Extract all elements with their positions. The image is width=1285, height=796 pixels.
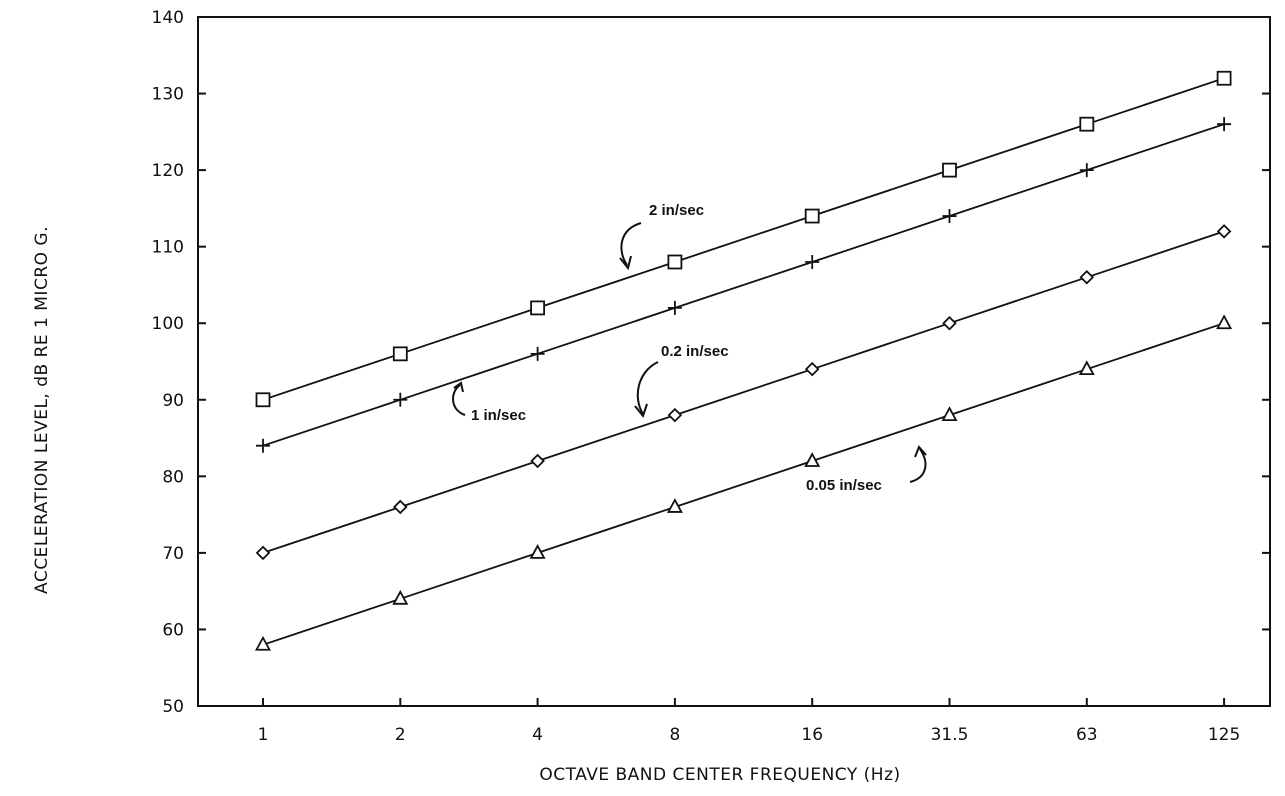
data-point-2-in-sec: [1079, 116, 1095, 132]
data-point-2-in-sec: [392, 346, 408, 362]
x-tick-label: 125: [1208, 725, 1240, 745]
data-point-2-in-sec: [804, 208, 820, 224]
y-tick-label: 120: [152, 161, 184, 181]
y-axis: 50 60 70 80 90 100 110 120 130 140: [152, 8, 1270, 717]
y-tick-label: 110: [152, 238, 184, 258]
x-tick-label: 4: [532, 725, 543, 745]
data-point-1-in-sec: [393, 392, 408, 407]
annotation-2-in-sec: 2 in/sec: [619, 202, 704, 271]
data-point-1-in-sec: [805, 254, 820, 269]
series-label-0-2-in-sec: 0.2 in/sec: [661, 343, 729, 360]
data-point-2-in-sec: [255, 392, 271, 408]
data-point-1-in-sec: [1217, 117, 1232, 132]
x-tick-label: 63: [1076, 725, 1098, 745]
y-tick-label: 90: [162, 391, 184, 411]
annotation-arrowhead-0-2-in-sec: [634, 403, 648, 419]
series-line-0-2-in-sec: [262, 230, 1225, 554]
y-tick-label: 130: [152, 85, 184, 105]
x-tick-label: 1: [258, 725, 269, 745]
data-point-1-in-sec: [667, 300, 682, 315]
series-lines: [262, 77, 1225, 646]
series-markers: [254, 70, 1233, 651]
annotation-arrowhead-2-in-sec: [619, 255, 632, 271]
y-axis-title: ACCELERATION LEVEL, dB RE 1 MICRO G.: [32, 226, 52, 594]
series-line-1-in-sec: [262, 123, 1225, 447]
x-tick-label: 2: [395, 725, 406, 745]
data-point-0-05-in-sec: [666, 498, 683, 513]
series-label-2-in-sec: 2 in/sec: [649, 202, 704, 219]
data-point-0-05-in-sec: [941, 406, 958, 421]
data-point-2-in-sec: [667, 254, 683, 270]
data-point-0-2-in-sec: [942, 315, 957, 331]
data-point-2-in-sec: [942, 162, 957, 178]
series-line-0-05-in-sec: [262, 322, 1225, 646]
series-label-1-in-sec: 1 in/sec: [471, 407, 526, 424]
annotation-arrow-0-2-in-sec: [636, 361, 659, 415]
annotation-arrow-0-05-in-sec: [909, 448, 927, 483]
data-point-1-in-sec: [530, 346, 545, 361]
data-point-2-in-sec: [1216, 70, 1232, 86]
data-point-0-05-in-sec: [392, 589, 409, 605]
plot-frame: [197, 16, 1271, 707]
data-point-0-2-in-sec: [255, 545, 271, 561]
data-point-0-05-in-sec: [1078, 360, 1095, 376]
x-tick-label: 8: [669, 725, 680, 745]
annotation-arrow-1-in-sec: [452, 384, 466, 416]
data-point-0-2-in-sec: [393, 499, 408, 515]
data-point-0-2-in-sec: [1079, 270, 1095, 285]
y-tick-label: 80: [162, 467, 184, 487]
plot-border: [197, 16, 1271, 707]
data-point-1-in-sec: [942, 209, 957, 224]
annotation-1-in-sec: 1 in/sec: [452, 381, 526, 424]
data-point-0-2-in-sec: [1216, 224, 1232, 239]
x-tick-label: 31.5: [931, 725, 969, 745]
data-point-0-2-in-sec: [667, 407, 683, 423]
data-point-0-05-in-sec: [804, 452, 821, 467]
annotation-0-05-in-sec: 0.05 in/sec: [806, 445, 927, 494]
series-label-0-05-in-sec: 0.05 in/sec: [806, 477, 882, 494]
y-tick-label: 140: [152, 8, 184, 28]
data-point-1-in-sec: [256, 438, 270, 453]
data-point-0-05-in-sec: [529, 543, 546, 559]
series-line-2-in-sec: [262, 77, 1225, 401]
data-point-0-05-in-sec: [1216, 314, 1233, 330]
y-tick-label: 50: [162, 697, 184, 717]
x-axis-title: OCTAVE BAND CENTER FREQUENCY (Hz): [539, 765, 900, 785]
data-point-0-05-in-sec: [254, 635, 272, 651]
data-point-0-2-in-sec: [530, 453, 545, 469]
data-point-1-in-sec: [1079, 163, 1094, 178]
y-tick-label: 60: [162, 620, 184, 640]
y-tick-label: 70: [162, 544, 184, 564]
x-tick-label: 16: [801, 725, 823, 745]
annotation-arrow-2-in-sec: [620, 222, 642, 266]
data-point-2-in-sec: [530, 300, 545, 316]
annotation-arrowhead-1-in-sec: [453, 381, 464, 393]
x-axis: 1 2 4 8 16 31.5 63 125: [258, 698, 1240, 745]
data-point-0-2-in-sec: [804, 361, 820, 377]
annotation-0-2-in-sec: 0.2 in/sec: [634, 343, 729, 419]
y-tick-label: 100: [152, 314, 184, 334]
annotation-arrowhead-0-05-in-sec: [914, 445, 927, 458]
